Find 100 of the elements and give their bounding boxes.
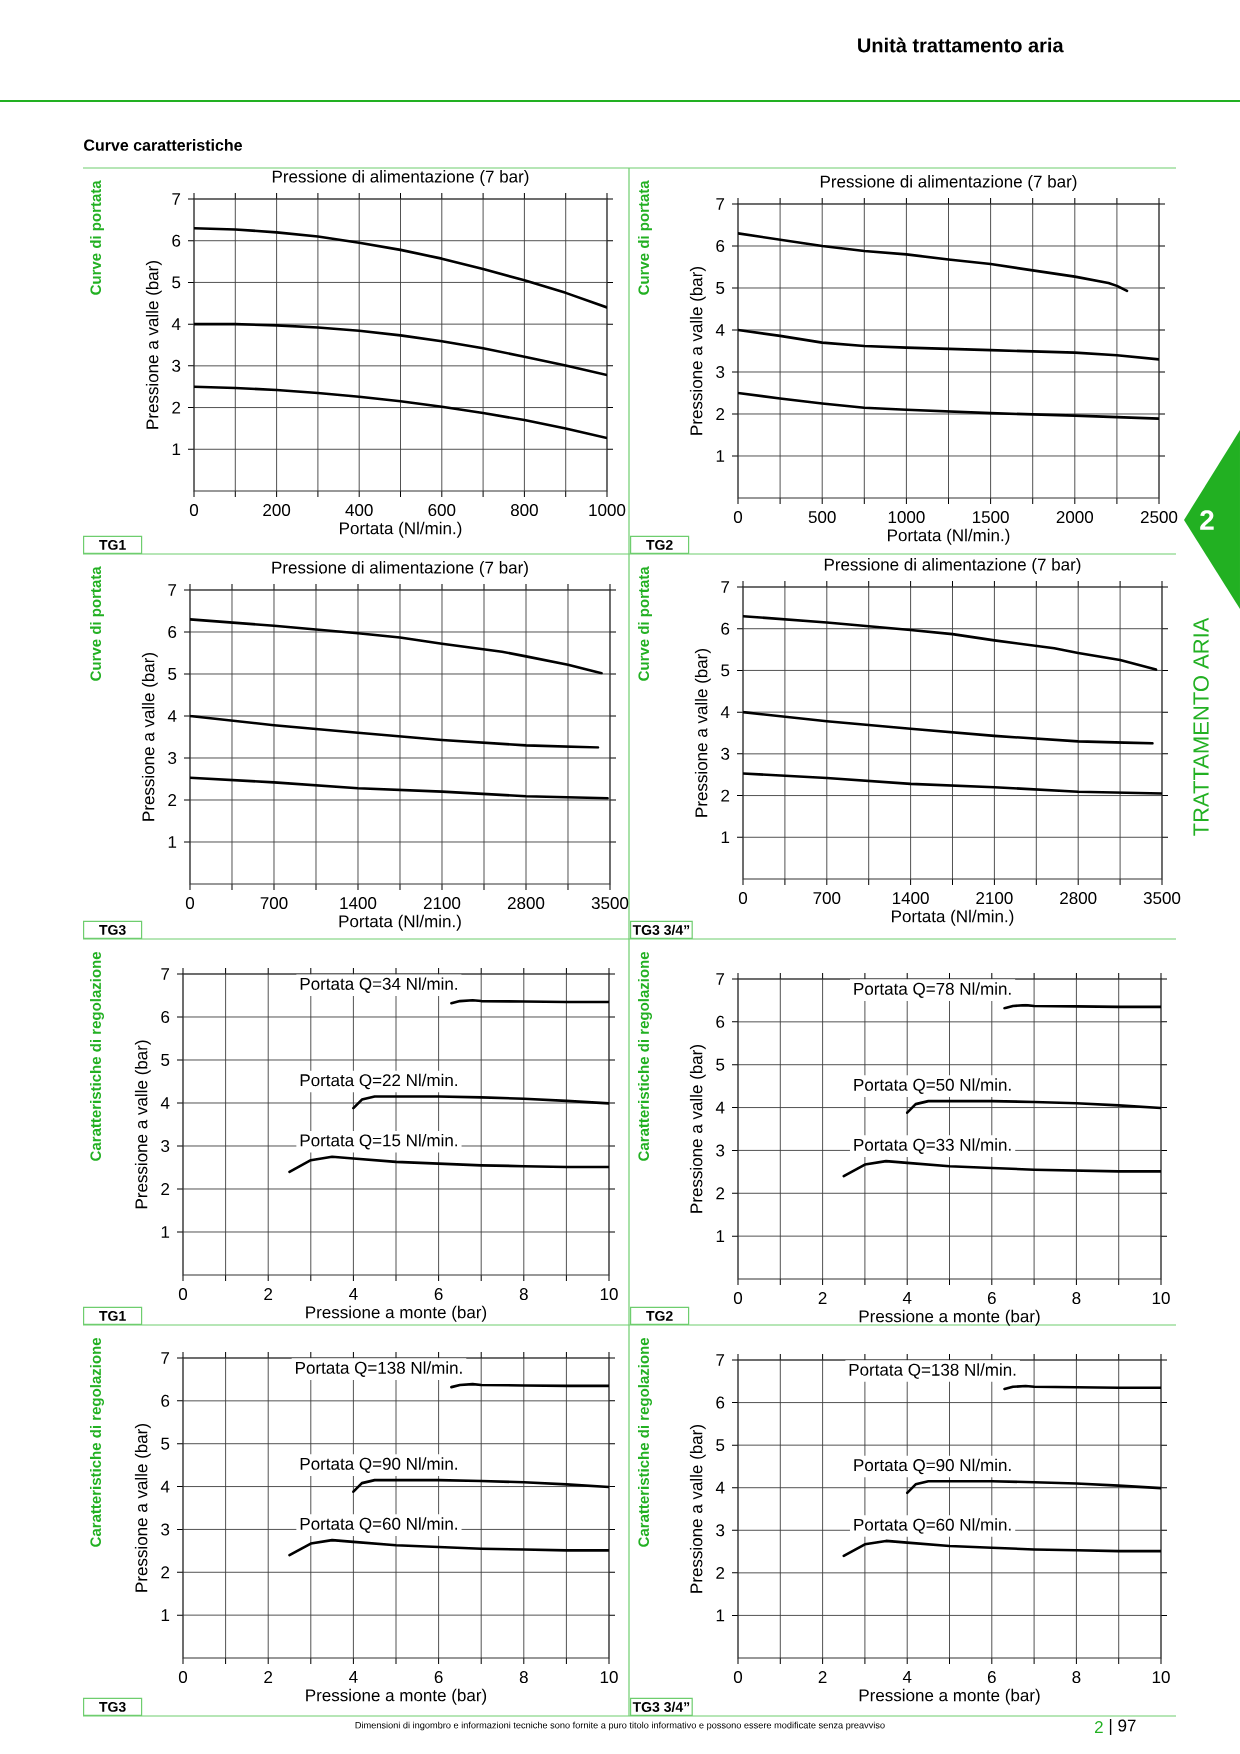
y-tick-label: 1 [716,450,725,462]
y-tick-label: 4 [160,1480,170,1493]
y-tick-label: 4 [167,710,177,722]
y-tick-label: 2 [721,789,730,802]
text: TRATTAMENTO ARIA [1193,617,1209,836]
y-tick-label: 1 [716,1230,725,1242]
line-series [190,618,603,675]
y-tick-label: 5 [721,664,730,677]
chart-title: Pressione di alimentazione (7 bar) [820,175,1077,191]
chart-title: Pressione di alimentazione (7 bar) [272,561,528,577]
y-tick-label: 6 [172,234,181,247]
y-tick-label: 4 [171,318,181,330]
y-tick-label: 2 [716,408,725,420]
y-tick-label: 3 [716,1524,725,1537]
x-tick-label: 2000 [1056,511,1094,524]
x-tick-label: 2100 [423,897,461,910]
x-tick-label: 0 [733,511,743,524]
y-tick-label: 6 [716,1396,725,1409]
line-series [190,714,600,749]
text: Caratteristiche di regolazione [638,1337,653,1547]
y-tick-label: 4 [715,1101,725,1114]
y-tick-label: 7 [721,581,730,593]
text: TG1 [99,539,126,550]
text: Curve di portata [638,180,652,295]
series-label: Portata Q=50 Nl/min. [854,1078,1011,1094]
legend-label: Portata Q=78 Nl/min. [854,982,1011,998]
x-tick-label: 4 [902,1292,912,1304]
x-tick-label: 200 [263,504,291,517]
y-axis-title: Pressione a valle (bar) [694,649,711,817]
x-tick-label: 0 [189,504,199,517]
x-tick-label: 6 [987,1671,996,1684]
x-tick-label: 10 [1152,1292,1170,1305]
line-series [194,385,607,440]
x-tick-label: 10 [600,1288,618,1301]
x-axis-title: Pressione a monte (bar) [859,1309,1040,1326]
x-tick-label: 700 [260,897,288,910]
text: Unità trattamento aria [858,37,1064,53]
y-tick-label: 6 [716,1015,725,1028]
series-label: Portata Q=90 Nl/min. [854,1458,1011,1475]
x-tick-label: 2500 [1140,511,1178,524]
series-label: Portata Q=15 Nl/min. [300,1133,457,1150]
x-tick-label: 1500 [972,511,1009,524]
text: TG3 [99,924,126,935]
text: TG3 3/4” [632,1701,690,1713]
y-tick-label: 7 [716,973,725,985]
y-tick-label: 2 [172,401,181,414]
x-axis-title: Portata (Nl/min.) [339,914,461,931]
x-tick-label: 400 [345,504,373,517]
x-tick-label: 0 [733,1671,743,1684]
y-tick-label: 6 [716,239,725,252]
y-axis-title: Pressione a valle (bar) [141,653,158,821]
y-tick-label: 5 [716,1439,725,1452]
y-tick-label: 2 [716,1566,725,1579]
x-tick-label: 1000 [589,504,626,517]
x-tick-label: 6 [434,1671,443,1684]
x-tick-label: 1000 [888,511,925,524]
y-tick-label: 1 [172,443,181,456]
line-series [190,776,609,800]
line-series [194,322,607,377]
y-tick-label: 1 [161,1609,170,1621]
x-tick-label: 0 [185,897,195,910]
x-tick-label: 2 [264,1671,273,1683]
x-tick-label: 8 [519,1288,528,1301]
text: TG3 3/4” [632,924,690,936]
y-axis-title: Pressione a valle (bar) [134,1424,151,1592]
y-tick-label: 7 [161,968,170,980]
text: Caratteristiche di regolazione [89,951,105,1161]
x-axis-title: Portata (Nl/min.) [340,521,462,538]
y-tick-label: 3 [161,1139,170,1152]
y-tick-label: 7 [161,1352,170,1364]
y-tick-label: 6 [161,1394,170,1407]
text: Curve di portata [90,566,104,681]
text: Curve di portata [638,566,652,681]
x-tick-label: 0 [738,892,748,905]
x-tick-label: 2 [818,1671,827,1683]
x-tick-label: 800 [510,504,538,517]
text: | 97 [1109,1719,1136,1735]
y-tick-label: 6 [721,622,730,635]
x-tick-label: 0 [178,1288,188,1301]
y-tick-label: 4 [715,324,725,336]
y-tick-label: 2 [161,1566,170,1579]
x-tick-label: 4 [902,1671,912,1683]
y-tick-label: 5 [716,282,725,294]
series-label: Portata Q=33 Nl/min. [854,1138,1011,1154]
y-tick-label: 7 [716,198,725,210]
line-series [738,328,1159,361]
y-tick-label: 5 [172,276,181,289]
line-series [743,710,1154,745]
y-tick-label: 4 [160,1097,170,1109]
x-tick-label: 8 [1072,1671,1081,1684]
x-axis-title: Portata (Nl/min.) [892,909,1014,926]
y-tick-label: 6 [168,625,177,638]
x-tick-label: 600 [428,504,456,517]
x-tick-label: 2100 [976,892,1013,905]
series-label: Portata Q=60 Nl/min. [300,1517,457,1533]
text: Curve caratteristiche [84,139,242,151]
x-tick-label: 2 [818,1292,827,1304]
line-series [194,226,607,309]
line-series [842,1539,1161,1558]
x-tick-label: 2800 [507,897,545,910]
